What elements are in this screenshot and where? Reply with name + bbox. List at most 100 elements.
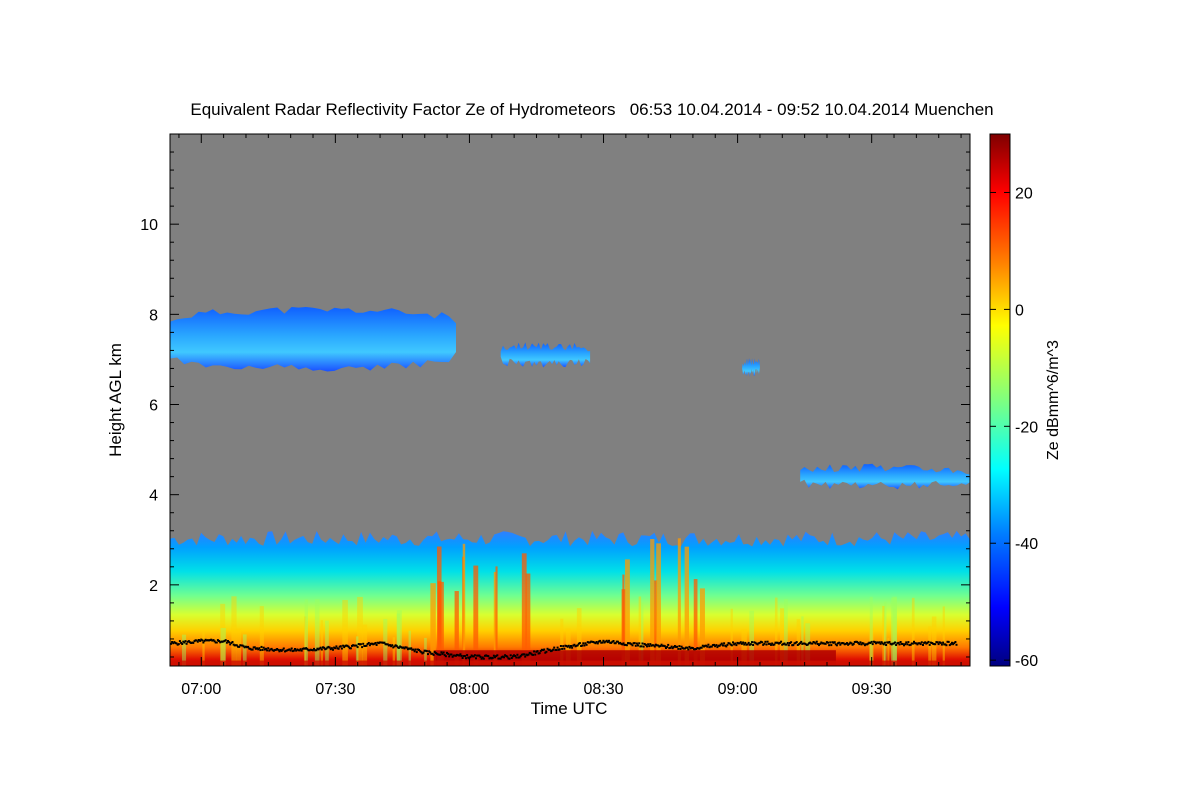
black-line-point xyxy=(530,653,533,656)
black-line-point xyxy=(544,651,547,654)
black-line-point xyxy=(182,640,185,643)
echo-streak xyxy=(774,597,778,666)
x-tick-label: 08:30 xyxy=(583,681,623,698)
black-line-point xyxy=(547,648,550,651)
black-line-point xyxy=(850,642,853,645)
echo-streak xyxy=(314,599,320,666)
echo-streak xyxy=(242,634,247,666)
black-line-point xyxy=(399,645,402,648)
colorbar-tick-label: 0 xyxy=(1015,302,1024,319)
black-line-point xyxy=(748,643,751,646)
black-line-point xyxy=(484,654,486,657)
black-line-point xyxy=(622,642,625,645)
black-line-point xyxy=(780,640,783,643)
black-line-point xyxy=(734,642,737,645)
black-line-point xyxy=(699,646,702,649)
black-line-point xyxy=(210,638,213,641)
black-line-point xyxy=(243,646,246,649)
echo-region xyxy=(742,358,760,377)
y-axis: 2 4 6 8 10 xyxy=(140,151,970,658)
black-line-point xyxy=(767,642,770,645)
black-line-point xyxy=(306,648,309,651)
x-tick-label: 07:30 xyxy=(315,681,355,698)
echo-streak xyxy=(325,620,329,666)
black-line-point xyxy=(745,643,748,646)
black-line-point xyxy=(181,643,184,645)
black-line-point xyxy=(811,642,814,645)
black-line-point xyxy=(365,644,368,647)
echo-streak xyxy=(454,591,459,666)
echo-region xyxy=(170,307,456,372)
black-line-point xyxy=(177,643,180,646)
black-line-point xyxy=(358,643,361,646)
black-line-point xyxy=(497,657,500,660)
black-line-point xyxy=(867,642,870,645)
black-line-point xyxy=(308,649,311,652)
black-line-point xyxy=(481,656,484,659)
black-line-point xyxy=(862,642,865,645)
black-line-point xyxy=(951,641,953,644)
black-line-point xyxy=(701,644,704,647)
black-line-point xyxy=(239,644,242,647)
black-line-point xyxy=(476,654,479,657)
black-line-point xyxy=(231,641,234,643)
black-line-point xyxy=(676,645,679,648)
black-line-point xyxy=(885,644,888,646)
black-line-point xyxy=(710,645,713,648)
black-line-point xyxy=(180,641,183,644)
black-line-point xyxy=(900,642,903,645)
black-line-point xyxy=(400,646,403,649)
black-line-point xyxy=(269,648,272,651)
colorbar-gradient xyxy=(989,133,1011,667)
black-line-point xyxy=(762,643,765,646)
black-line-point xyxy=(536,650,539,653)
black-line-point xyxy=(922,644,924,646)
black-line-point xyxy=(910,642,913,645)
black-line-point xyxy=(746,643,749,646)
black-line-point xyxy=(175,642,178,645)
black-line-point xyxy=(482,657,485,660)
black-line-point xyxy=(824,642,827,645)
black-line-point xyxy=(882,643,885,646)
black-line-point xyxy=(717,644,720,647)
black-line-point xyxy=(203,639,206,642)
black-line-point xyxy=(242,645,245,648)
black-line-point xyxy=(233,644,236,647)
black-line-point xyxy=(831,641,834,644)
black-line-point xyxy=(442,651,445,654)
black-line-point xyxy=(241,644,244,647)
black-line-point xyxy=(808,642,810,645)
black-line-point xyxy=(640,645,643,648)
black-line-point xyxy=(593,641,596,644)
black-line-point xyxy=(375,644,378,646)
black-line-point xyxy=(841,642,844,644)
echo-streak xyxy=(462,543,466,666)
black-line-point xyxy=(339,645,342,648)
black-line-point xyxy=(641,642,644,645)
black-line-point xyxy=(631,644,634,647)
black-line-point xyxy=(875,642,877,645)
black-line-point xyxy=(752,644,755,646)
black-line-point xyxy=(694,648,696,651)
black-line-point xyxy=(352,644,355,647)
black-line-point xyxy=(943,643,946,646)
x-tick-label: 09:00 xyxy=(718,681,758,698)
x-axis-label: Time UTC xyxy=(531,699,608,718)
black-line-point xyxy=(353,644,356,647)
black-line-point xyxy=(237,645,239,648)
black-line-point xyxy=(618,642,620,645)
black-line-point xyxy=(515,656,518,659)
black-line-point xyxy=(323,646,326,649)
black-line-point xyxy=(661,644,664,647)
black-line-point xyxy=(856,640,858,643)
black-line-point xyxy=(729,643,732,646)
black-line-point xyxy=(952,643,955,646)
black-line-point xyxy=(656,644,658,647)
black-line-point xyxy=(820,641,823,644)
black-line-point xyxy=(837,642,839,645)
black-line-point xyxy=(261,648,264,651)
black-line-point xyxy=(628,642,631,645)
black-line-point xyxy=(456,653,458,656)
black-line-point xyxy=(604,640,607,643)
black-line-point xyxy=(692,648,695,651)
